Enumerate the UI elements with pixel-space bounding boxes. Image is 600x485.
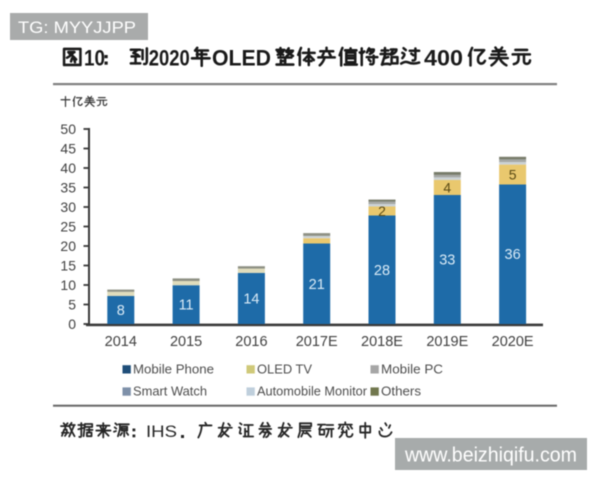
svg-text:400: 400 <box>424 46 463 71</box>
svg-text:25: 25 <box>60 219 76 235</box>
svg-text:35: 35 <box>60 180 76 196</box>
svg-text:IHS: IHS <box>146 422 177 441</box>
svg-text:Mobile Phone: Mobile Phone <box>133 362 214 377</box>
svg-text:Mobile PC: Mobile PC <box>381 362 443 377</box>
svg-text:33: 33 <box>439 253 455 269</box>
svg-text:Others: Others <box>381 384 422 399</box>
svg-text:11: 11 <box>179 298 194 314</box>
svg-text:2015: 2015 <box>170 334 202 350</box>
svg-text:10: 10 <box>60 277 76 293</box>
svg-text:21: 21 <box>309 277 325 293</box>
svg-text:50: 50 <box>60 121 76 137</box>
svg-text:0: 0 <box>68 316 76 332</box>
svg-text:www.beizhiqifu.com: www.beizhiqifu.com <box>404 445 577 467</box>
svg-text:OLED TV: OLED TV <box>257 362 312 377</box>
svg-text:28: 28 <box>374 263 390 279</box>
svg-text:Smart Watch: Smart Watch <box>133 384 207 399</box>
svg-text:10: 10 <box>84 46 105 71</box>
svg-text:2020E: 2020E <box>492 334 534 350</box>
svg-text:45: 45 <box>60 141 76 157</box>
svg-text:OLED: OLED <box>212 46 271 71</box>
svg-text:4: 4 <box>443 179 451 195</box>
svg-text:2018E: 2018E <box>361 334 403 350</box>
svg-text:20: 20 <box>60 238 76 254</box>
svg-text:2019E: 2019E <box>426 334 468 350</box>
svg-text:5: 5 <box>509 167 517 183</box>
svg-text:40: 40 <box>60 160 76 176</box>
svg-text:15: 15 <box>60 258 76 274</box>
svg-text:Automobile Monitor: Automobile Monitor <box>257 384 368 399</box>
svg-text:5: 5 <box>68 297 76 313</box>
svg-text:30: 30 <box>60 199 76 215</box>
svg-text:8: 8 <box>117 303 125 319</box>
svg-text:36: 36 <box>505 247 521 263</box>
svg-text:14: 14 <box>243 292 259 308</box>
svg-text:2: 2 <box>378 203 386 219</box>
svg-text:2014: 2014 <box>105 334 137 350</box>
svg-text:2017E: 2017E <box>296 334 338 350</box>
svg-text:2020: 2020 <box>149 46 190 71</box>
svg-text:2016: 2016 <box>235 334 267 350</box>
svg-text:TG: MYYJJPP: TG: MYYJJPP <box>18 19 136 37</box>
